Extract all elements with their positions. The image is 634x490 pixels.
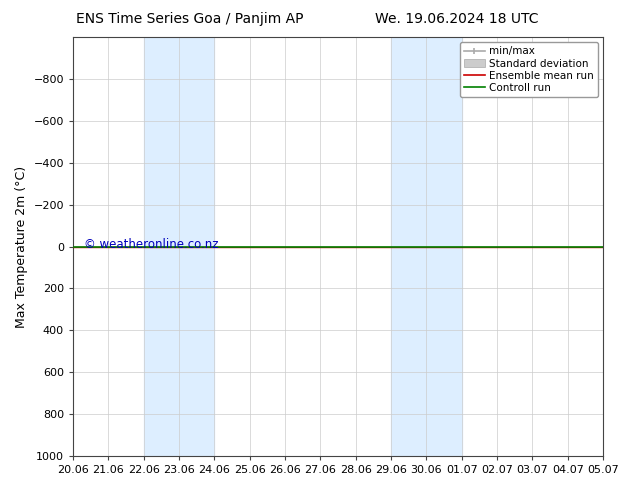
Text: We. 19.06.2024 18 UTC: We. 19.06.2024 18 UTC — [375, 12, 538, 26]
Y-axis label: Max Temperature 2m (°C): Max Temperature 2m (°C) — [15, 166, 28, 328]
Text: © weatheronline.co.nz: © weatheronline.co.nz — [84, 238, 218, 251]
Text: ENS Time Series Goa / Panjim AP: ENS Time Series Goa / Panjim AP — [77, 12, 304, 26]
Bar — [391, 37, 462, 456]
Bar — [144, 37, 214, 456]
Legend: min/max, Standard deviation, Ensemble mean run, Controll run: min/max, Standard deviation, Ensemble me… — [460, 42, 598, 97]
